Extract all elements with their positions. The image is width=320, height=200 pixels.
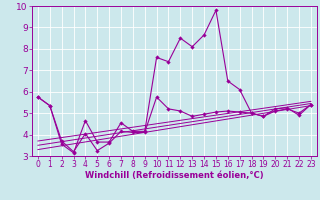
X-axis label: Windchill (Refroidissement éolien,°C): Windchill (Refroidissement éolien,°C) (85, 171, 264, 180)
